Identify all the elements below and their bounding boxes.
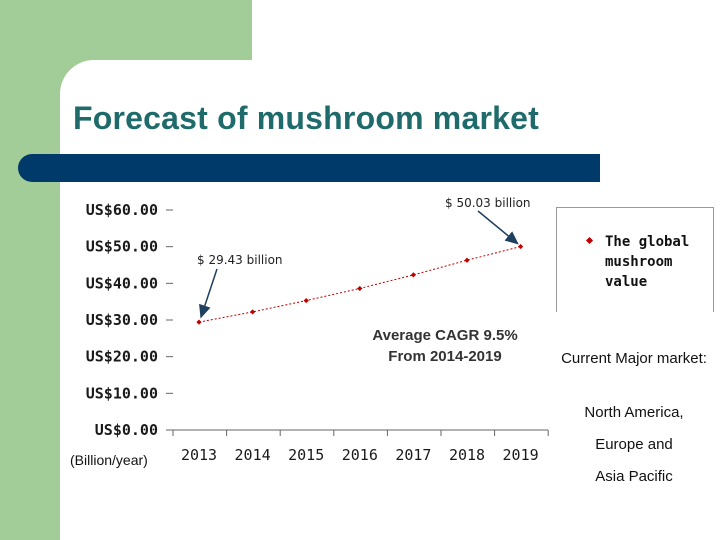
annotation-label: $ 29.43 billion [197,253,283,267]
cagr-line-2: From 2014-2019 [388,348,502,365]
data-point [410,272,416,278]
data-point [357,285,363,292]
data-point [464,257,470,263]
annotation-arrow [477,210,519,245]
slide-title: Forecast of mushroom market [73,100,539,136]
annotations: $ 29.43 billion $ 50.03 billion [197,196,531,319]
note-asia-pacific: Asia Pacific [595,468,673,485]
note-current-major-market: Current Major market: [561,350,707,367]
y-tick-labels: US$0.00 US$10.00 US$20.00 US$30.00 US$40.00 U… [86,201,158,439]
annotation-arrow [199,268,218,319]
x-tick-label: 2016 [342,446,378,464]
legend: The global mushroom value [556,207,714,312]
note-europe: Europe and [595,436,673,453]
y-tick-label: US$10.00 [86,384,158,402]
cagr-line-1: Average CAGR 9.5% [372,327,518,344]
annotation-label: $ 50.03 billion [445,196,531,210]
unit-label: (Billion/year) [70,452,148,468]
y-tick-label: US$0.00 [95,421,158,439]
data-point [303,297,309,304]
y-tick-label: US$60.00 [86,201,158,219]
x-tick-label: 2015 [288,446,324,464]
legend-entry: The global mushroom value [605,234,690,290]
x-tick-label: 2017 [395,446,431,464]
data-point [250,309,256,315]
series-value [196,243,524,325]
cagr-note: Average CAGR 9.5% From 2014-2019 [340,325,550,367]
title-underline-bar [18,154,600,182]
data-point [518,243,524,250]
x-tick-labels: 2013 2014 2015 2016 2017 2018 2019 [181,446,539,464]
y-tick-label: US$20.00 [86,348,158,366]
y-tick-label: US$50.00 [86,238,158,256]
chart-axes [166,209,549,436]
slide-panel [60,60,720,540]
note-north-america: North America, [584,404,684,421]
data-point [196,319,202,325]
x-tick-label: 2019 [503,446,539,464]
legend-marker-icon [585,236,594,245]
x-tick-label: 2018 [449,446,485,464]
x-tick-label: 2014 [235,446,271,464]
y-tick-label: US$40.00 [86,274,158,292]
y-tick-label: US$30.00 [86,311,158,329]
x-tick-label: 2013 [181,446,217,464]
